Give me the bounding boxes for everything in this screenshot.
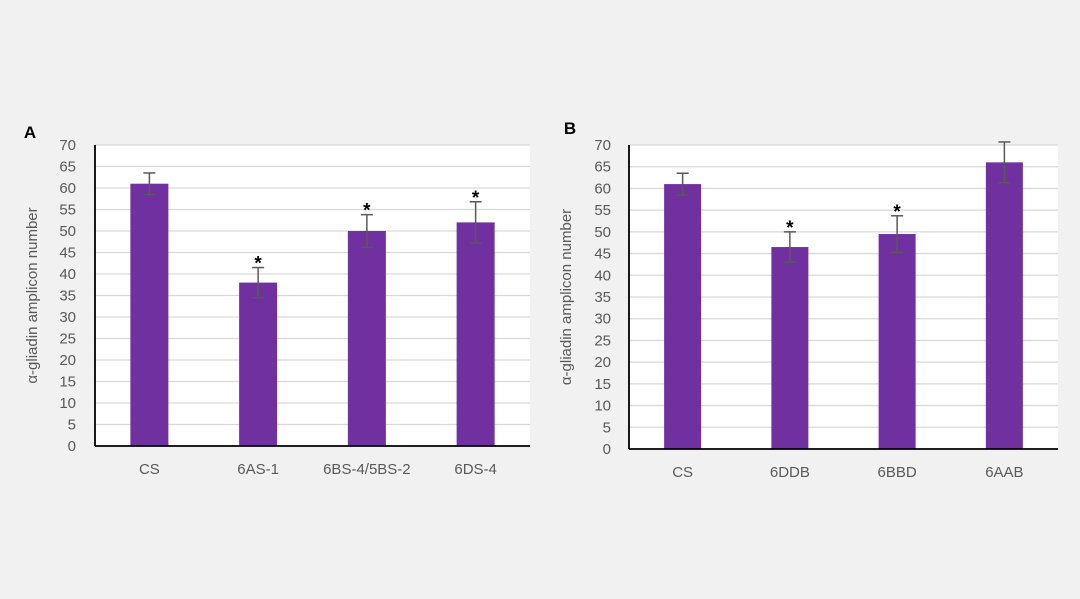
y-tick-label: 45 (594, 246, 611, 263)
y-tick-label: 15 (59, 374, 76, 391)
y-tick-label: 70 (594, 137, 611, 154)
x-tick-label: 6AS-1 (237, 461, 279, 478)
y-tick-label: 35 (594, 289, 611, 306)
bar (878, 234, 916, 449)
y-tick-label: 0 (68, 438, 76, 455)
y-tick-label: 70 (59, 137, 76, 154)
bar (456, 222, 495, 446)
y-tick-label: 20 (594, 354, 611, 371)
bar (239, 282, 278, 446)
x-tick-label: 6AAB (985, 464, 1023, 481)
y-tick-label: 55 (594, 202, 611, 219)
x-tick-label: 6DS-4 (454, 461, 497, 478)
y-tick-label: 50 (594, 224, 611, 241)
significance-marker: * (893, 202, 901, 223)
x-tick-label: CS (139, 461, 160, 478)
y-tick-label: 0 (603, 441, 611, 458)
y-tick-label: 35 (59, 288, 76, 305)
y-tick-label: 5 (603, 419, 611, 436)
y-tick-label: 20 (59, 352, 76, 369)
y-axis-title: α-gliadin amplicon number (24, 207, 41, 383)
x-tick-label: CS (672, 464, 693, 481)
panel-label: A (24, 123, 36, 142)
y-axis-title: α-gliadin amplicon number (558, 209, 575, 385)
panel-a: 0 5 10 15 20 25 30 35 40 45 50 55 60 65 70 CS * 6AS-1 * 6BS… (24, 123, 530, 478)
bar (347, 231, 386, 446)
significance-marker: * (472, 188, 480, 209)
y-tick-label: 10 (594, 398, 611, 415)
x-tick-label: 6BBD (878, 464, 917, 481)
significance-marker: * (254, 254, 262, 275)
bar (664, 184, 702, 450)
y-tick-label: 65 (59, 159, 76, 176)
y-tick-label: 55 (59, 202, 76, 219)
y-tick-label: 40 (594, 267, 611, 284)
y-tick-label: 45 (59, 245, 76, 262)
y-tick-label: 60 (59, 180, 76, 197)
significance-marker: * (363, 201, 371, 222)
panel-b: 0 5 10 15 20 25 30 35 40 45 50 55 60 65 70 CS * 6DDB * 6BBD… (558, 119, 1058, 481)
y-tick-label: 5 (68, 417, 76, 434)
x-tick-label: 6DDB (770, 464, 810, 481)
y-tick-label: 30 (594, 311, 611, 328)
y-tick-label: 40 (59, 266, 76, 283)
y-tick-label: 15 (594, 376, 611, 393)
x-tick-label: 6BS-4/5BS-2 (323, 461, 411, 478)
y-tick-label: 10 (59, 395, 76, 412)
y-tick-label: 50 (59, 223, 76, 240)
bar (130, 183, 169, 446)
panel-label: B (564, 119, 576, 138)
y-tick-label: 60 (594, 180, 611, 197)
bar (985, 162, 1023, 449)
bar (771, 247, 809, 449)
y-tick-label: 25 (59, 331, 76, 348)
y-tick-label: 65 (594, 159, 611, 176)
y-tick-label: 30 (59, 309, 76, 326)
significance-marker: * (786, 218, 794, 239)
y-tick-label: 25 (594, 332, 611, 349)
